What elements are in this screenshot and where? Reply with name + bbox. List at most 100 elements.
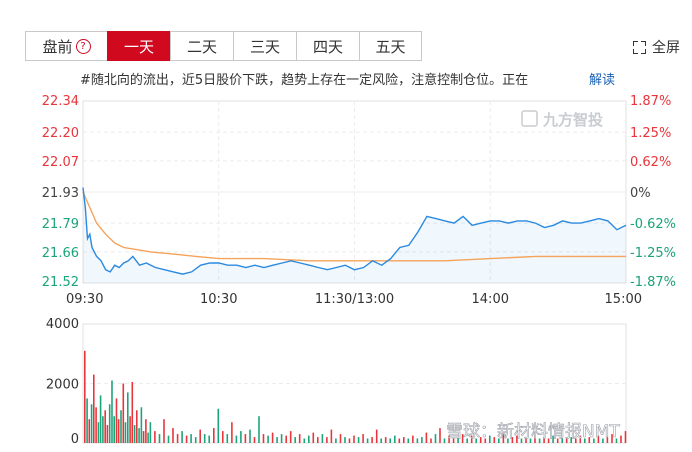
volume-bar [240,431,242,443]
y-tick-label: 21.52 [42,275,79,290]
volume-bar [543,437,545,443]
volume-bar [389,438,391,443]
volume-bar [90,404,93,443]
x-tick-label: 11:30/13:00 [315,292,394,307]
tab-three-days[interactable]: 三天 [233,31,296,61]
volume-bar [267,435,269,443]
volume-bar [470,435,473,443]
tab-one-day[interactable]: 一天 [107,31,170,61]
volume-bar [147,432,149,443]
pct-tick-label: 0% [630,186,651,201]
tab-five-days-label: 五天 [375,37,406,56]
volume-bar [115,398,118,443]
volume-bar [593,438,595,443]
volume-bar [138,428,140,443]
volume-bar [249,429,251,443]
volume-bar [102,416,104,443]
volume-bar [448,435,450,443]
volume-bar [298,434,301,443]
volume-bar [362,434,364,443]
y-tick-label: 22.07 [42,155,79,170]
volume-bar [380,438,382,443]
volume-bar [439,428,441,443]
volume-bar [348,438,351,443]
volume-bar [108,404,111,443]
volume-bar [226,434,229,443]
volume-bar [624,431,627,443]
volume-bar [606,437,609,443]
volume-bar [262,434,265,443]
fullscreen-icon [633,40,646,54]
y-tick-label: 22.20 [42,126,79,141]
period-tabs: 盘前 ? 一天 二天 三天 四天 五天 [25,31,422,61]
x-tick-label: 10:30 [200,292,237,307]
watermark-text: 九方智投 [542,111,603,129]
volume-bar [124,422,127,443]
volume-bar [398,438,401,443]
volume-bar [84,350,86,443]
tab-five-days[interactable]: 五天 [359,31,422,61]
pct-tick-label: 1.25% [630,126,671,141]
y-tick-label: 21.79 [42,217,79,232]
help-icon[interactable]: ? [75,38,91,54]
volume-bar [588,437,591,443]
volume-bar [140,407,143,443]
volume-bar [303,438,306,443]
volume-bar [479,437,482,443]
volume-tick-label: 2000 [46,378,79,393]
volume-bar [154,431,156,443]
volume-bar [127,392,129,443]
volume-bar [556,438,559,443]
y-tick-label: 21.66 [42,246,79,261]
tab-premarket[interactable]: 盘前 ? [25,31,107,61]
volume-bar [357,437,360,443]
volume-tick-label: 0 [71,432,79,447]
volume-bar [172,428,174,443]
tab-four-days[interactable]: 四天 [296,31,359,61]
x-tick-label: 14:00 [472,292,509,307]
volume-bar [190,434,192,443]
y-tick-label: 22.34 [42,94,79,109]
pct-tick-label: -1.87% [630,275,676,290]
fullscreen-label: 全屏 [652,40,680,56]
volume-bar [584,438,586,443]
volume-bar [308,435,310,443]
volume-bar [547,438,550,443]
volume-bar [457,437,459,443]
volume-bar [615,438,618,443]
volume-bar [561,437,563,443]
volume-bar [520,438,523,443]
volume-bar [217,408,220,443]
volume-bar [131,382,134,443]
volume-bar [199,429,201,443]
volume-bar [579,435,582,443]
volume-bar [136,410,138,443]
volume-bar [142,431,145,443]
volume-bar [461,434,464,443]
volume-bar [326,437,328,443]
volume-bar [271,432,274,443]
volume-bar [407,438,410,443]
volume-bar [289,431,292,443]
notice-interpret-link[interactable]: 解读 [589,73,616,88]
volume-bar [511,437,514,443]
tab-two-days[interactable]: 二天 [170,31,233,61]
volume-bar [375,429,378,443]
volume-bar [330,429,333,443]
volume-bar [222,431,224,443]
tab-three-days-label: 三天 [249,37,280,56]
volume-bar [244,434,247,443]
volume-bar [552,435,554,443]
volume-bar [312,432,315,443]
volume-bar [235,435,238,443]
volume-bar [371,437,373,443]
volume-bar [99,395,102,443]
tab-two-days-label: 二天 [186,37,217,56]
volume-bar [317,437,319,443]
fullscreen-button[interactable]: 全屏 [633,37,680,57]
volume-bar [498,438,500,443]
volume-bar [565,438,568,443]
volume-bar [285,435,287,443]
watermark-logo-icon [521,110,538,127]
